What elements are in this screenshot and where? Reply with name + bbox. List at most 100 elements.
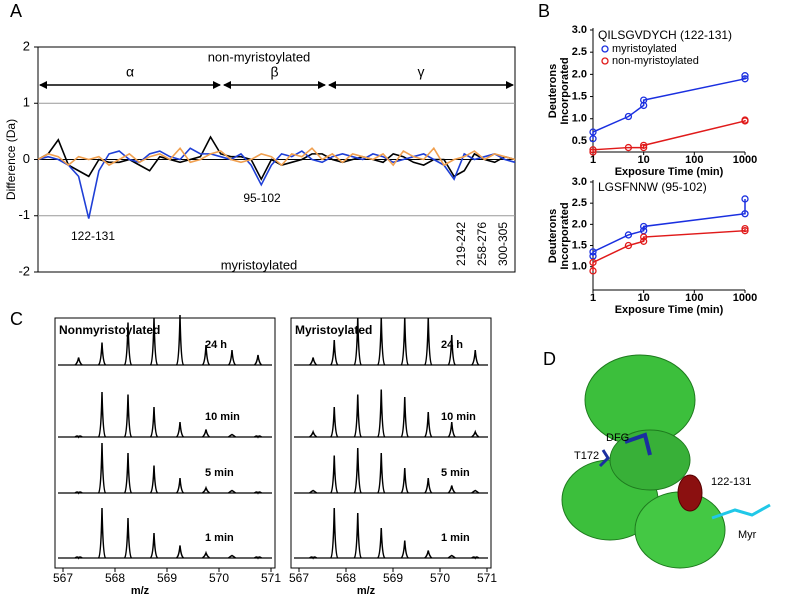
legend-marker [601,57,609,65]
spectrum-peak [97,507,107,559]
panel-letter: C [10,309,23,329]
spectrum-peak [330,455,339,494]
spectrum-peak [175,314,185,366]
spectrum-peak [149,532,159,559]
annotation: 122-131 [71,229,115,243]
spectrum-peak [97,442,107,494]
data-point [589,146,597,154]
spectrum-peak [447,334,456,366]
data-point [624,231,633,239]
spectrum-peak [471,556,480,560]
y-axis-label: Difference (Da) [4,119,18,200]
spectrum-peak [400,467,409,494]
spectrum-peak [149,317,159,366]
spectrum-peak [424,477,433,494]
spectrum-peak [202,485,210,494]
arrow-head [328,81,336,89]
ribbon [609,429,691,491]
spectrum-peak [175,545,185,559]
x-axis-label: Exposure Time (min) [615,166,724,178]
spectrum-peak [123,452,133,494]
x-tick-label: 567 [289,571,309,585]
spectrum-peak [309,556,318,560]
panel-letter: D [543,349,556,369]
spectrum-peak [202,550,210,559]
x-tick-label: 571 [261,571,281,585]
y-tick-label: -1 [18,207,30,222]
spectrum-peak [377,317,386,366]
x-tick-label: 100 [685,154,703,166]
trace-label: 10 min [205,411,240,423]
data-point [741,72,749,80]
x-tick-label: 1 [590,292,596,304]
spectrum-peak [330,406,339,438]
data-point [640,233,648,241]
y-axis-label: Incorporated [559,202,571,269]
spectrum-peak [175,421,185,438]
legend-marker [601,45,609,53]
data-point [624,143,633,152]
protein-structure: DFG T172 122-131 Myr [561,354,771,569]
difference-trace [37,147,516,219]
spectrum-peak [97,342,107,366]
x-tick-label: 1000 [733,292,757,304]
data-point [741,224,749,233]
y-tick-label: 0.5 [572,135,587,147]
y-axis-label: Incorporated [559,57,571,124]
spectrum-peak [97,391,107,438]
helix [677,474,703,512]
difference-trace [37,146,516,167]
annotation: myristoylated [221,257,298,272]
spectrum-peak [330,339,339,366]
data-point [640,101,648,110]
spectrum-peak [377,527,386,559]
series-line [592,75,746,139]
plot-frame [54,317,276,569]
spectrum-peak [309,489,318,494]
arrow-head [506,81,514,89]
x-tick-label: 569 [157,571,177,585]
spectrum-peak [447,421,456,438]
y-tick-label: 1.0 [572,113,587,125]
series-line [592,120,746,152]
data-point [589,148,597,156]
spectrum-peak [227,349,237,366]
spectrum-peak [424,411,433,438]
annotation: 219-242 [454,222,468,266]
spectrum-peak [253,354,263,366]
y-axis-label: Deuterons [547,64,559,118]
spectrum-peak [309,357,318,366]
x-tick-label: 1 [590,154,596,166]
spectrum-peak [74,491,83,495]
legend-label: non-myristoylated [612,55,699,67]
arrow-head [223,81,231,89]
spectrum-peak [175,477,185,494]
y-tick-label: 1.0 [572,261,587,273]
legend-label: myristoylated [612,43,677,55]
y-tick-label: 1.5 [572,90,587,102]
region-label: β [270,64,278,80]
data-point [624,241,633,250]
x-tick-label: 10 [638,292,650,304]
spectrum-peak [309,429,318,438]
data-point [589,248,597,256]
chart-title: Nonmyristoylated [59,323,160,337]
spectrum-peak [471,429,480,438]
y-tick-label: 2 [23,38,30,53]
x-tick-label: 570 [209,571,229,585]
spectrum-peak [447,485,456,494]
data-point [589,135,597,143]
trace-label: 10 min [441,411,476,423]
region-label: γ [418,64,425,80]
difference-trace [37,135,516,181]
spectrum-peak [228,433,236,438]
spectrum-peak [123,517,133,559]
series-line [592,228,746,271]
x-tick-label: 569 [383,571,403,585]
data-point [624,112,633,121]
spectrum-peak [74,357,83,366]
data-point [640,222,648,231]
data-point [589,267,597,275]
trace-label: 24 h [205,339,227,351]
